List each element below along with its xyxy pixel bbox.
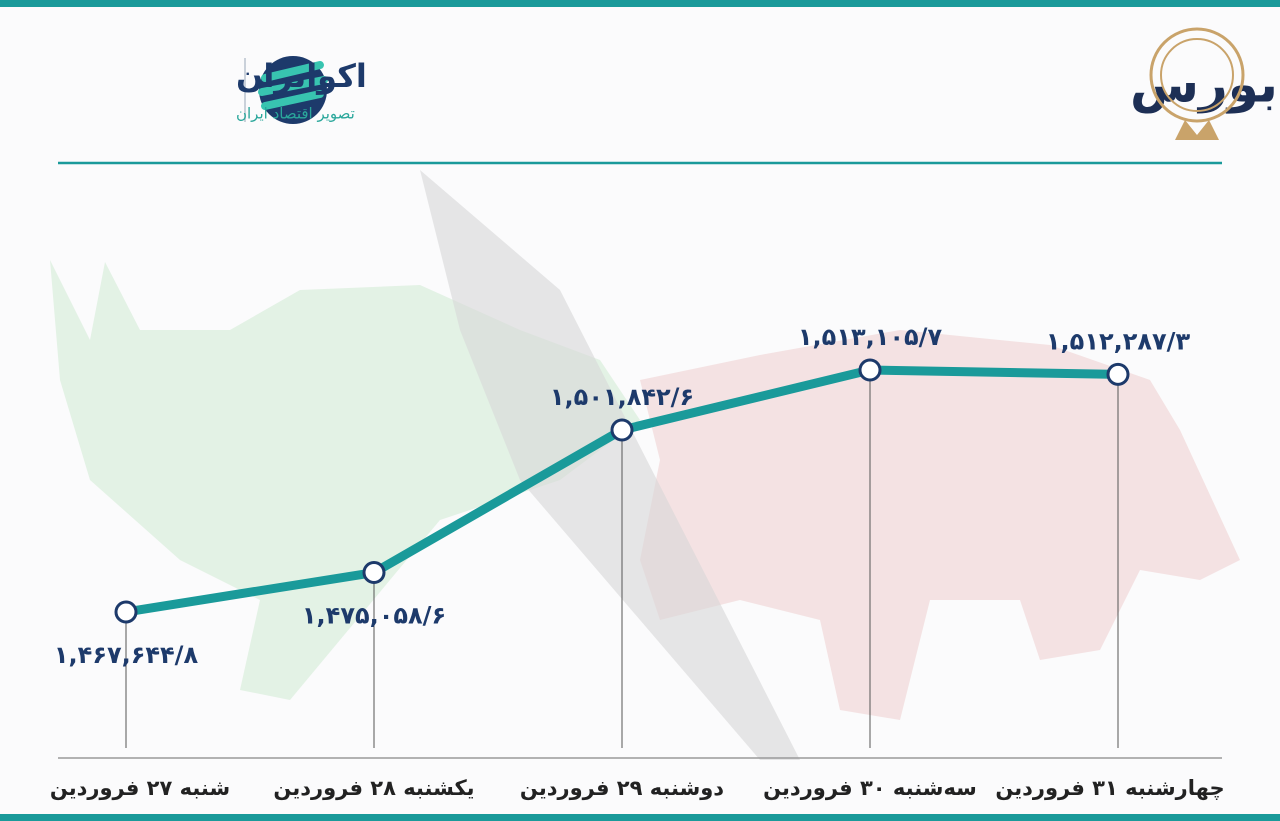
- logo-ring: [1149, 27, 1245, 123]
- logo-base: [1175, 120, 1219, 140]
- bottom-border: [0, 814, 1280, 821]
- brand-name: اکوایران: [236, 57, 367, 95]
- x-tick-label: چهارشنبه ۳۱ فروردین: [995, 776, 1224, 800]
- brand-logo: اکوایران تصویر اقتصاد ایران: [236, 56, 367, 124]
- bear-shape: [640, 330, 1240, 720]
- value-label: ۱,۵۰۱,۸۴۲/۶: [550, 383, 694, 411]
- x-tick-label: دوشنبه ۲۹ فروردین: [520, 776, 724, 800]
- exchange-logo: [1149, 27, 1245, 140]
- x-tick-label: شنبه ۲۷ فروردین: [50, 776, 230, 800]
- value-label: ۱,۴۶۷,۶۴۴/۸: [54, 641, 199, 669]
- arrow-shape: [420, 170, 800, 760]
- chart-title: روند هفته شاخص کل بورس: [1130, 56, 1280, 115]
- top-border: [0, 0, 1280, 7]
- brand-mark-stripes: [258, 61, 328, 110]
- point: [858, 358, 882, 382]
- point: [1106, 362, 1130, 386]
- x-tick-label: سه‌شنبه ۳۰ فروردین: [763, 776, 977, 800]
- logo-ring-inner: [1160, 38, 1234, 112]
- x-tick-label: یکشنبه ۲۸ فروردین: [273, 776, 474, 800]
- point: [610, 418, 634, 442]
- value-label: ۱,۵۱۲,۲۸۷/۳: [1046, 327, 1191, 355]
- point: [114, 600, 138, 624]
- point: [362, 561, 386, 585]
- value-label: ۱,۴۷۵,۰۵۸/۶: [302, 602, 446, 630]
- brand-tagline: تصویر اقتصاد ایران: [236, 105, 355, 123]
- value-label: ۱,۵۱۳,۱۰۵/۷: [798, 323, 943, 351]
